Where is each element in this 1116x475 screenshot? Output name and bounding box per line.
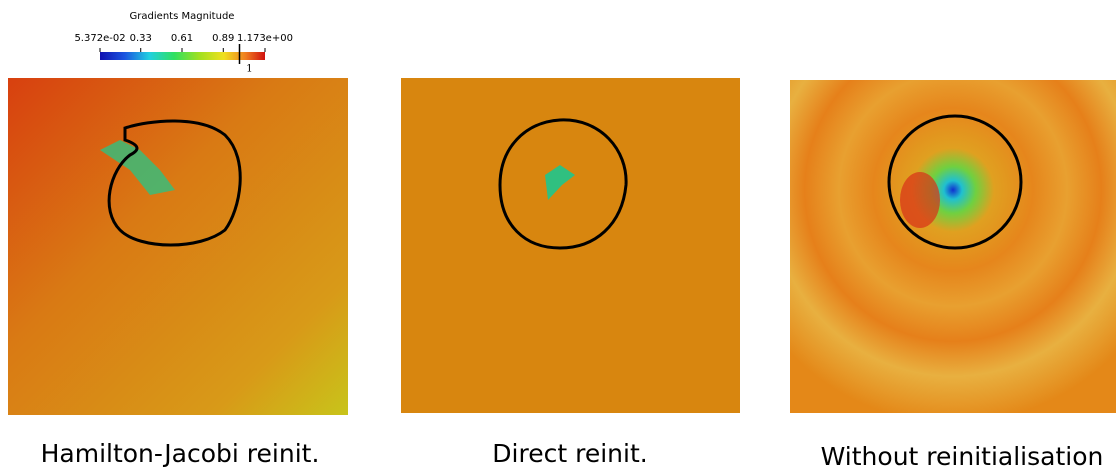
caption: Direct reinit. [492,439,647,468]
interface-contour [887,114,1023,250]
marker-label: 1 [246,64,252,75]
feature [100,140,175,195]
colorbar-title: Gradients Magnitude [130,11,235,22]
panel-2 [401,78,740,413]
panel-3 [790,80,1116,413]
field-image [401,78,740,413]
tick-label: 1.173e+00 [237,33,293,44]
tick-label: 0.89 [212,33,234,44]
feature [900,172,940,228]
colorbar-scale [100,52,265,60]
field-image [8,78,348,415]
panel-1 [8,78,348,415]
caption: Hamilton-Jacobi reinit. [41,439,320,468]
tick-label: 0.33 [130,33,152,44]
tick-label: 0.61 [171,33,193,44]
feature [545,165,575,200]
colorbar-ticks: 5.372e-02 0.33 0.61 0.89 1.173e+00 1 [74,33,293,75]
tick-label: 5.372e-02 [74,33,125,44]
caption: Without reinitialisation [821,442,1104,471]
interface-contour [107,119,242,247]
interface-contour [498,118,628,250]
colorbar: Gradients Magnitude 5.372e-02 0.33 0.61 0.8… [74,11,293,75]
